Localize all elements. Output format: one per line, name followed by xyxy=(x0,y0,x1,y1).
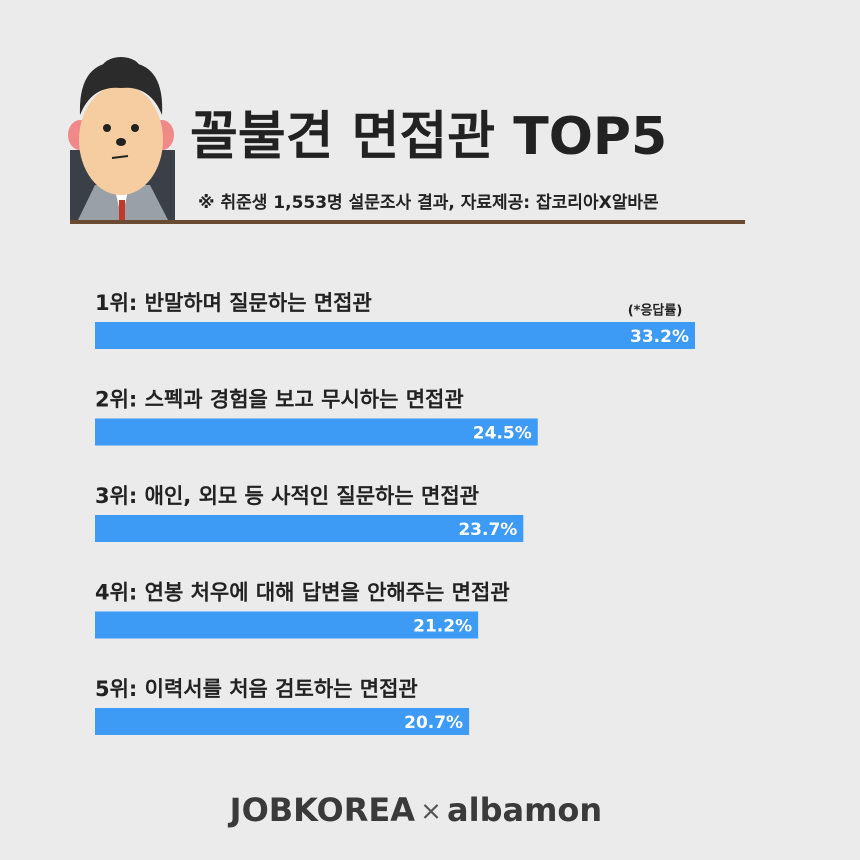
category-label: 4위: 연봉 처우에 대해 답변을 안해주는 면접관 xyxy=(95,581,510,605)
footer-logo: JOBKOREA xyxy=(228,791,416,829)
value-label: 24.5% xyxy=(473,424,532,444)
value-label: 23.7% xyxy=(458,520,517,540)
bar xyxy=(95,611,479,639)
category-label: 3위: 애인, 외모 등 사적인 질문하는 면접관 xyxy=(95,484,479,508)
value-label: 21.2% xyxy=(413,617,472,637)
category-label: 5위: 이력서를 처음 검토하는 면접관 xyxy=(95,677,418,701)
bar xyxy=(95,708,470,735)
bar xyxy=(95,515,524,542)
value-label: 20.7% xyxy=(404,713,463,733)
category-label: 1위: 반말하며 질문하는 면접관 xyxy=(95,291,372,315)
title: 꼴불견 면접관 TOP5 xyxy=(190,107,667,167)
unit-note: (*응답률) xyxy=(628,304,683,319)
subtitle: ※ 취준생 1,553명 설문조사 결과, 자료제공: 잡코리아X알바몬 xyxy=(198,192,659,213)
footer-logo: albamon xyxy=(447,791,602,829)
interviewer-illustration xyxy=(68,57,175,220)
bar xyxy=(95,418,538,446)
category-label: 2위: 스펙과 경험을 보고 무시하는 면접관 xyxy=(95,388,464,412)
bar xyxy=(95,322,695,349)
value-label: 33.2% xyxy=(630,327,689,347)
footer-separator: × xyxy=(420,797,442,827)
